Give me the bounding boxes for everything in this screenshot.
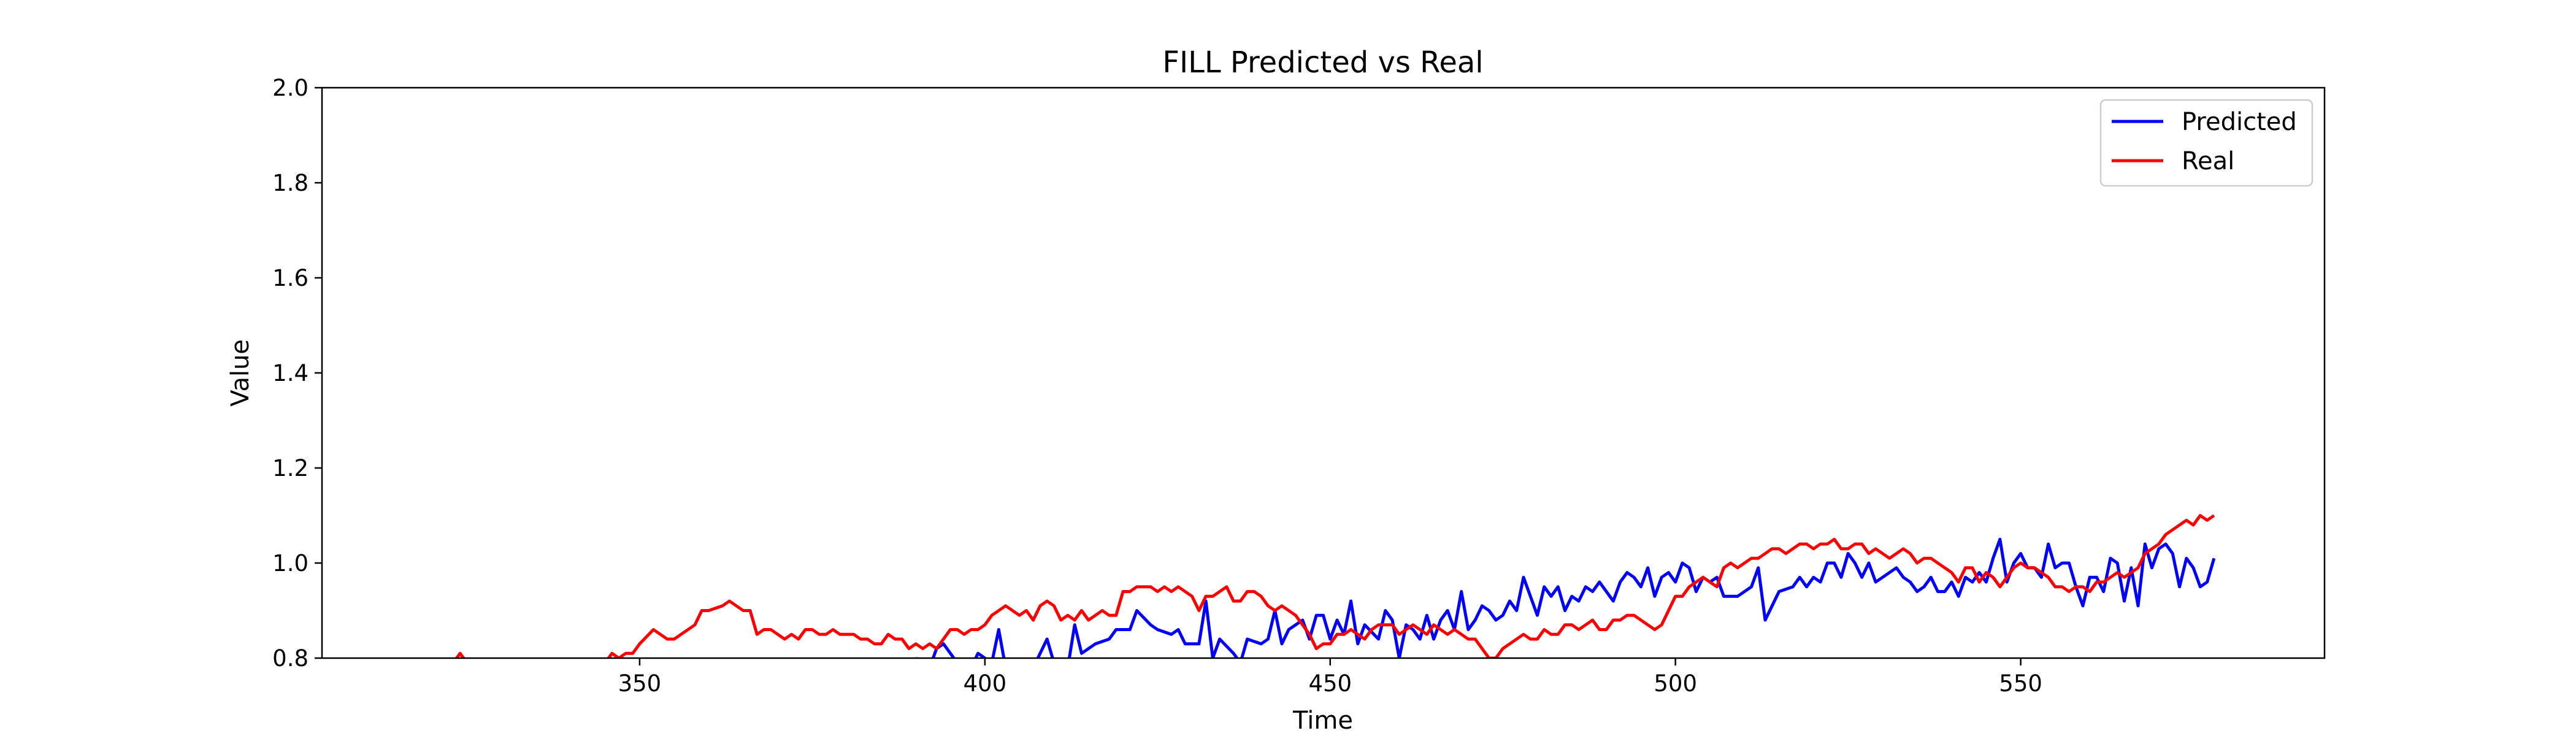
y-tick-label: 1.6	[272, 265, 309, 291]
series-line-predicted	[916, 537, 2216, 658]
series-line-real	[454, 514, 2215, 658]
legend-real-label: Real	[2182, 147, 2234, 175]
y-axis-label: Value	[226, 339, 255, 407]
y-tick-label: 1.0	[272, 550, 309, 577]
y-axis: 0.8 1.0 1.2 1.4 1.6 1.8 2.0	[272, 75, 322, 672]
x-axis-label: Time	[1292, 707, 1353, 735]
y-tick-label: 1.8	[272, 170, 309, 196]
chart-title: FILL Predicted vs Real	[1162, 45, 1483, 80]
legend-predicted-label: Predicted	[2182, 108, 2297, 136]
x-tick-label: 550	[1999, 670, 2042, 697]
x-axis: 350 400 450 500 550	[618, 658, 2042, 697]
y-tick-label: 2.0	[272, 75, 309, 101]
x-tick-label: 350	[618, 670, 662, 697]
series-layer	[454, 514, 2216, 658]
x-tick-label: 400	[964, 670, 1007, 697]
y-tick-label: 1.2	[272, 455, 309, 481]
legend: Predicted Real	[2099, 99, 2313, 187]
y-tick-label: 1.4	[272, 360, 309, 386]
y-tick-label: 0.8	[272, 645, 309, 672]
x-tick-label: 450	[1308, 670, 1352, 697]
x-tick-label: 500	[1654, 670, 1697, 697]
